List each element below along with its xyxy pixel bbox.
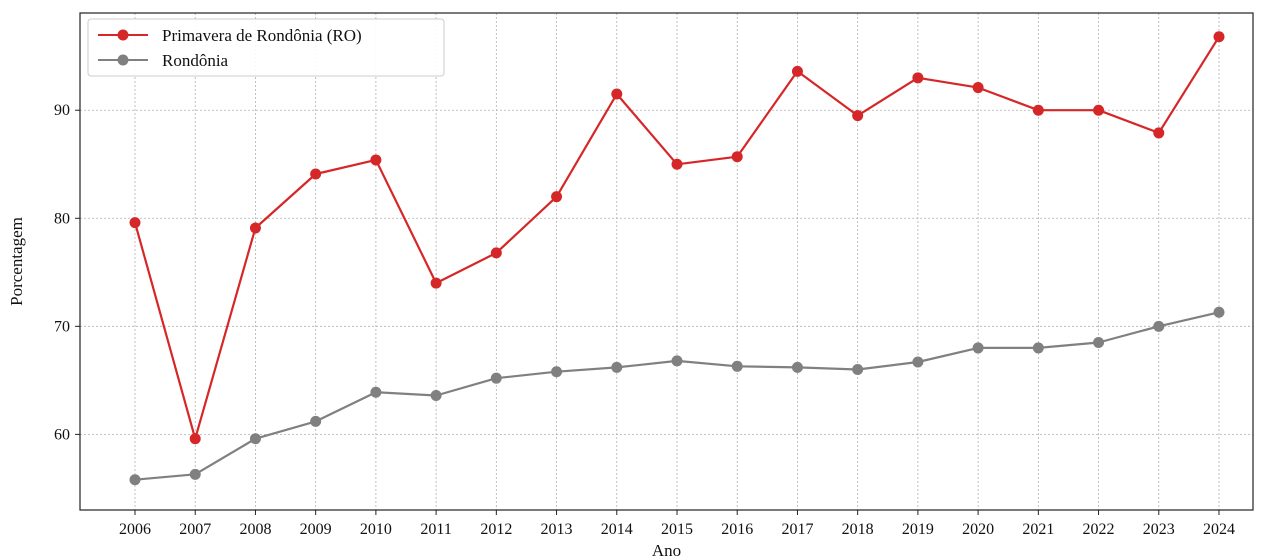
x-tick-label: 2008 bbox=[239, 521, 271, 538]
x-tick-label: 2014 bbox=[601, 521, 633, 538]
series-rondonia bbox=[129, 306, 1225, 486]
data-point bbox=[310, 415, 322, 427]
data-point bbox=[791, 361, 803, 373]
data-point bbox=[551, 366, 563, 378]
data-point bbox=[671, 355, 683, 367]
legend-marker-primavera bbox=[117, 29, 129, 41]
data-point bbox=[551, 191, 563, 203]
x-tick-label: 2013 bbox=[541, 521, 573, 538]
data-point bbox=[852, 110, 864, 122]
data-point bbox=[912, 356, 924, 368]
grid-lines bbox=[80, 13, 1253, 510]
data-point bbox=[791, 65, 803, 77]
data-point bbox=[129, 217, 141, 229]
data-point bbox=[1032, 104, 1044, 116]
data-point bbox=[671, 158, 683, 170]
y-tick-label: 60 bbox=[54, 426, 70, 443]
data-point bbox=[731, 151, 743, 163]
data-point bbox=[249, 433, 261, 445]
data-point bbox=[1153, 127, 1165, 139]
x-tick-label: 2012 bbox=[480, 521, 512, 538]
data-point bbox=[1153, 320, 1165, 332]
x-tick-label: 2010 bbox=[360, 521, 392, 538]
data-point bbox=[1213, 306, 1225, 318]
x-tick-label: 2021 bbox=[1022, 521, 1054, 538]
data-point bbox=[731, 360, 743, 372]
data-point bbox=[611, 88, 623, 100]
data-point bbox=[972, 82, 984, 94]
series-group bbox=[129, 31, 1225, 486]
y-axis-label: Porcentagem bbox=[7, 217, 26, 306]
x-tick-label: 2011 bbox=[420, 521, 451, 538]
y-axis-ticks: 60 70 80 90 bbox=[54, 102, 80, 443]
data-point bbox=[972, 342, 984, 354]
data-point bbox=[1032, 342, 1044, 354]
data-point bbox=[852, 364, 864, 376]
legend: Primavera de Rondônia (RO) Rondônia bbox=[87, 18, 445, 77]
x-tick-label: 2016 bbox=[721, 521, 753, 538]
x-tick-label: 2020 bbox=[962, 521, 994, 538]
x-tick-label: 2007 bbox=[179, 521, 211, 538]
y-tick-label: 90 bbox=[54, 102, 70, 119]
x-tick-label: 2024 bbox=[1203, 521, 1235, 538]
x-tick-label: 2006 bbox=[119, 521, 151, 538]
data-point bbox=[490, 372, 502, 384]
x-tick-label: 2018 bbox=[842, 521, 874, 538]
data-point bbox=[430, 277, 442, 289]
data-point bbox=[430, 389, 442, 401]
series-primavera bbox=[129, 31, 1225, 445]
y-tick-label: 70 bbox=[54, 318, 70, 335]
data-point bbox=[611, 361, 623, 373]
x-tick-label: 2015 bbox=[661, 521, 693, 538]
data-point bbox=[490, 247, 502, 259]
data-point bbox=[189, 468, 201, 480]
legend-label-rondonia: Rondônia bbox=[162, 51, 229, 70]
data-point bbox=[1213, 31, 1225, 43]
data-point bbox=[189, 433, 201, 445]
data-point bbox=[370, 154, 382, 166]
data-point bbox=[129, 474, 141, 486]
x-tick-label: 2009 bbox=[300, 521, 332, 538]
data-point bbox=[912, 72, 924, 84]
data-point bbox=[249, 222, 261, 234]
data-point bbox=[370, 386, 382, 398]
legend-label-primavera: Primavera de Rondônia (RO) bbox=[162, 26, 362, 45]
x-axis-label: Ano bbox=[652, 541, 681, 559]
x-axis-ticks: 2006 2007 2008 2009 2010 2011 2012 2013 2014 2015… bbox=[119, 510, 1235, 538]
x-tick-label: 2022 bbox=[1083, 521, 1115, 538]
legend-marker-rondonia bbox=[117, 54, 129, 66]
data-point bbox=[1093, 104, 1105, 116]
data-point bbox=[310, 168, 322, 180]
x-tick-label: 2019 bbox=[902, 521, 934, 538]
x-tick-label: 2017 bbox=[781, 521, 813, 538]
x-tick-label: 2023 bbox=[1143, 521, 1175, 538]
data-point bbox=[1093, 337, 1105, 349]
y-tick-label: 80 bbox=[54, 210, 70, 227]
legend-box bbox=[87, 18, 445, 77]
plot-area-frame bbox=[79, 12, 1254, 511]
